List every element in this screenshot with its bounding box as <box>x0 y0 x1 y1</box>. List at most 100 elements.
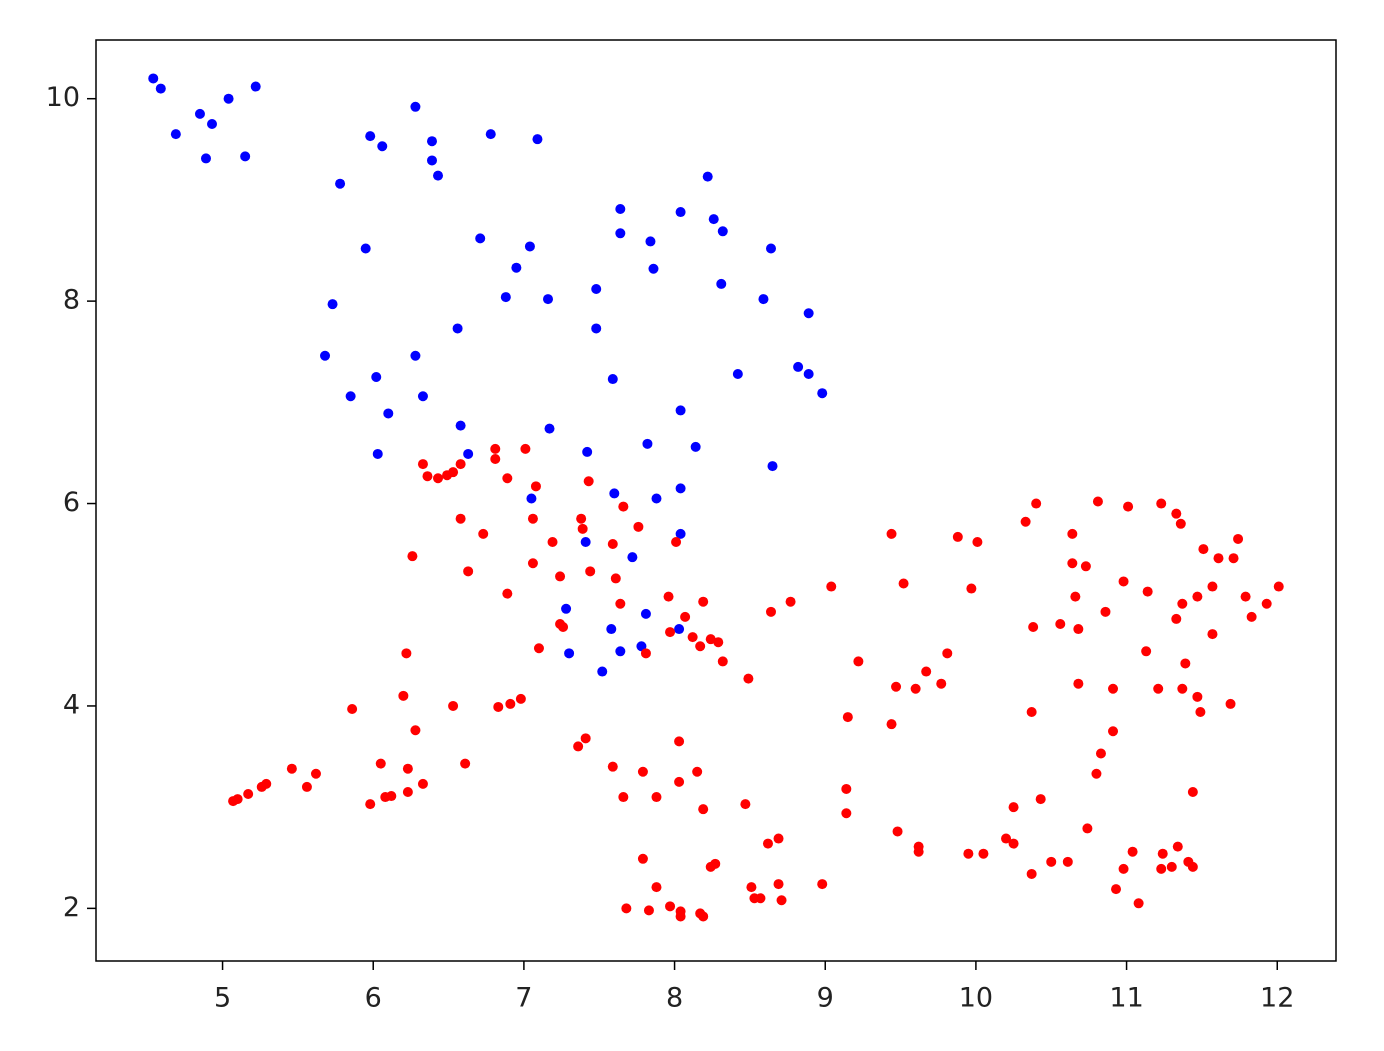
point <box>410 725 421 736</box>
point <box>1233 533 1244 544</box>
point <box>776 895 787 906</box>
point <box>532 134 543 145</box>
point <box>609 488 620 499</box>
point <box>708 214 719 225</box>
point <box>621 903 632 914</box>
point <box>1157 848 1168 859</box>
point <box>243 789 254 800</box>
point <box>155 83 166 94</box>
point <box>194 108 205 119</box>
point <box>1108 683 1119 694</box>
point <box>232 794 243 805</box>
point <box>1001 833 1012 844</box>
point <box>1118 863 1129 874</box>
point <box>448 467 459 478</box>
point <box>402 763 413 774</box>
point <box>607 374 618 385</box>
point <box>717 656 728 667</box>
point <box>762 838 773 849</box>
point <box>645 236 656 247</box>
point <box>511 262 522 273</box>
point <box>1246 611 1257 622</box>
point <box>555 571 566 582</box>
point <box>675 405 686 416</box>
point <box>1177 598 1188 609</box>
point <box>524 241 535 252</box>
point <box>433 170 444 181</box>
point <box>1192 591 1203 602</box>
point <box>675 483 686 494</box>
point <box>402 786 413 797</box>
point <box>564 648 575 659</box>
point <box>460 758 471 769</box>
point <box>891 681 902 692</box>
point <box>561 603 572 614</box>
point <box>615 204 626 215</box>
point <box>547 536 558 547</box>
point <box>310 768 321 779</box>
point <box>717 226 728 237</box>
point <box>1127 846 1138 857</box>
point <box>817 879 828 890</box>
point <box>618 792 629 803</box>
point <box>417 459 428 470</box>
point <box>853 656 864 667</box>
point <box>426 155 437 166</box>
point <box>597 666 608 677</box>
point <box>320 350 331 361</box>
point <box>1207 629 1218 640</box>
point <box>705 634 716 645</box>
point <box>365 799 376 810</box>
point <box>1028 622 1039 633</box>
point <box>240 151 251 162</box>
point <box>515 693 526 704</box>
point <box>687 632 698 643</box>
point <box>573 741 584 752</box>
point <box>642 438 653 449</box>
point <box>1153 683 1164 694</box>
point <box>675 911 686 922</box>
point <box>1228 553 1239 564</box>
point <box>463 448 474 459</box>
point <box>558 622 569 633</box>
point <box>713 637 724 648</box>
point <box>544 423 555 434</box>
point <box>1100 606 1111 617</box>
point <box>372 448 383 459</box>
point <box>767 461 778 472</box>
point <box>1195 707 1206 718</box>
point <box>1156 863 1167 874</box>
point <box>773 879 784 890</box>
point <box>963 848 974 859</box>
point <box>371 372 382 383</box>
point <box>577 523 588 534</box>
y-tick-label: 2 <box>63 892 80 923</box>
point <box>1187 861 1198 872</box>
point <box>663 591 674 602</box>
point <box>886 719 897 730</box>
point <box>223 93 234 104</box>
point <box>936 678 947 689</box>
point <box>383 408 394 419</box>
point <box>365 131 376 142</box>
point <box>286 763 297 774</box>
x-tick-label: 8 <box>666 983 683 1014</box>
point <box>475 233 486 244</box>
point <box>671 536 682 547</box>
point <box>301 781 312 792</box>
point <box>773 833 784 844</box>
point <box>675 207 686 218</box>
point <box>417 391 428 402</box>
point <box>410 101 421 112</box>
point <box>910 683 921 694</box>
point <box>643 905 654 916</box>
point <box>530 481 541 492</box>
y-tick-label: 10 <box>46 82 80 113</box>
point <box>490 454 501 465</box>
point <box>680 611 691 622</box>
point <box>698 911 709 922</box>
point <box>952 531 963 542</box>
point <box>1046 856 1057 867</box>
point <box>1142 586 1153 597</box>
x-tick-label: 6 <box>365 983 382 1014</box>
